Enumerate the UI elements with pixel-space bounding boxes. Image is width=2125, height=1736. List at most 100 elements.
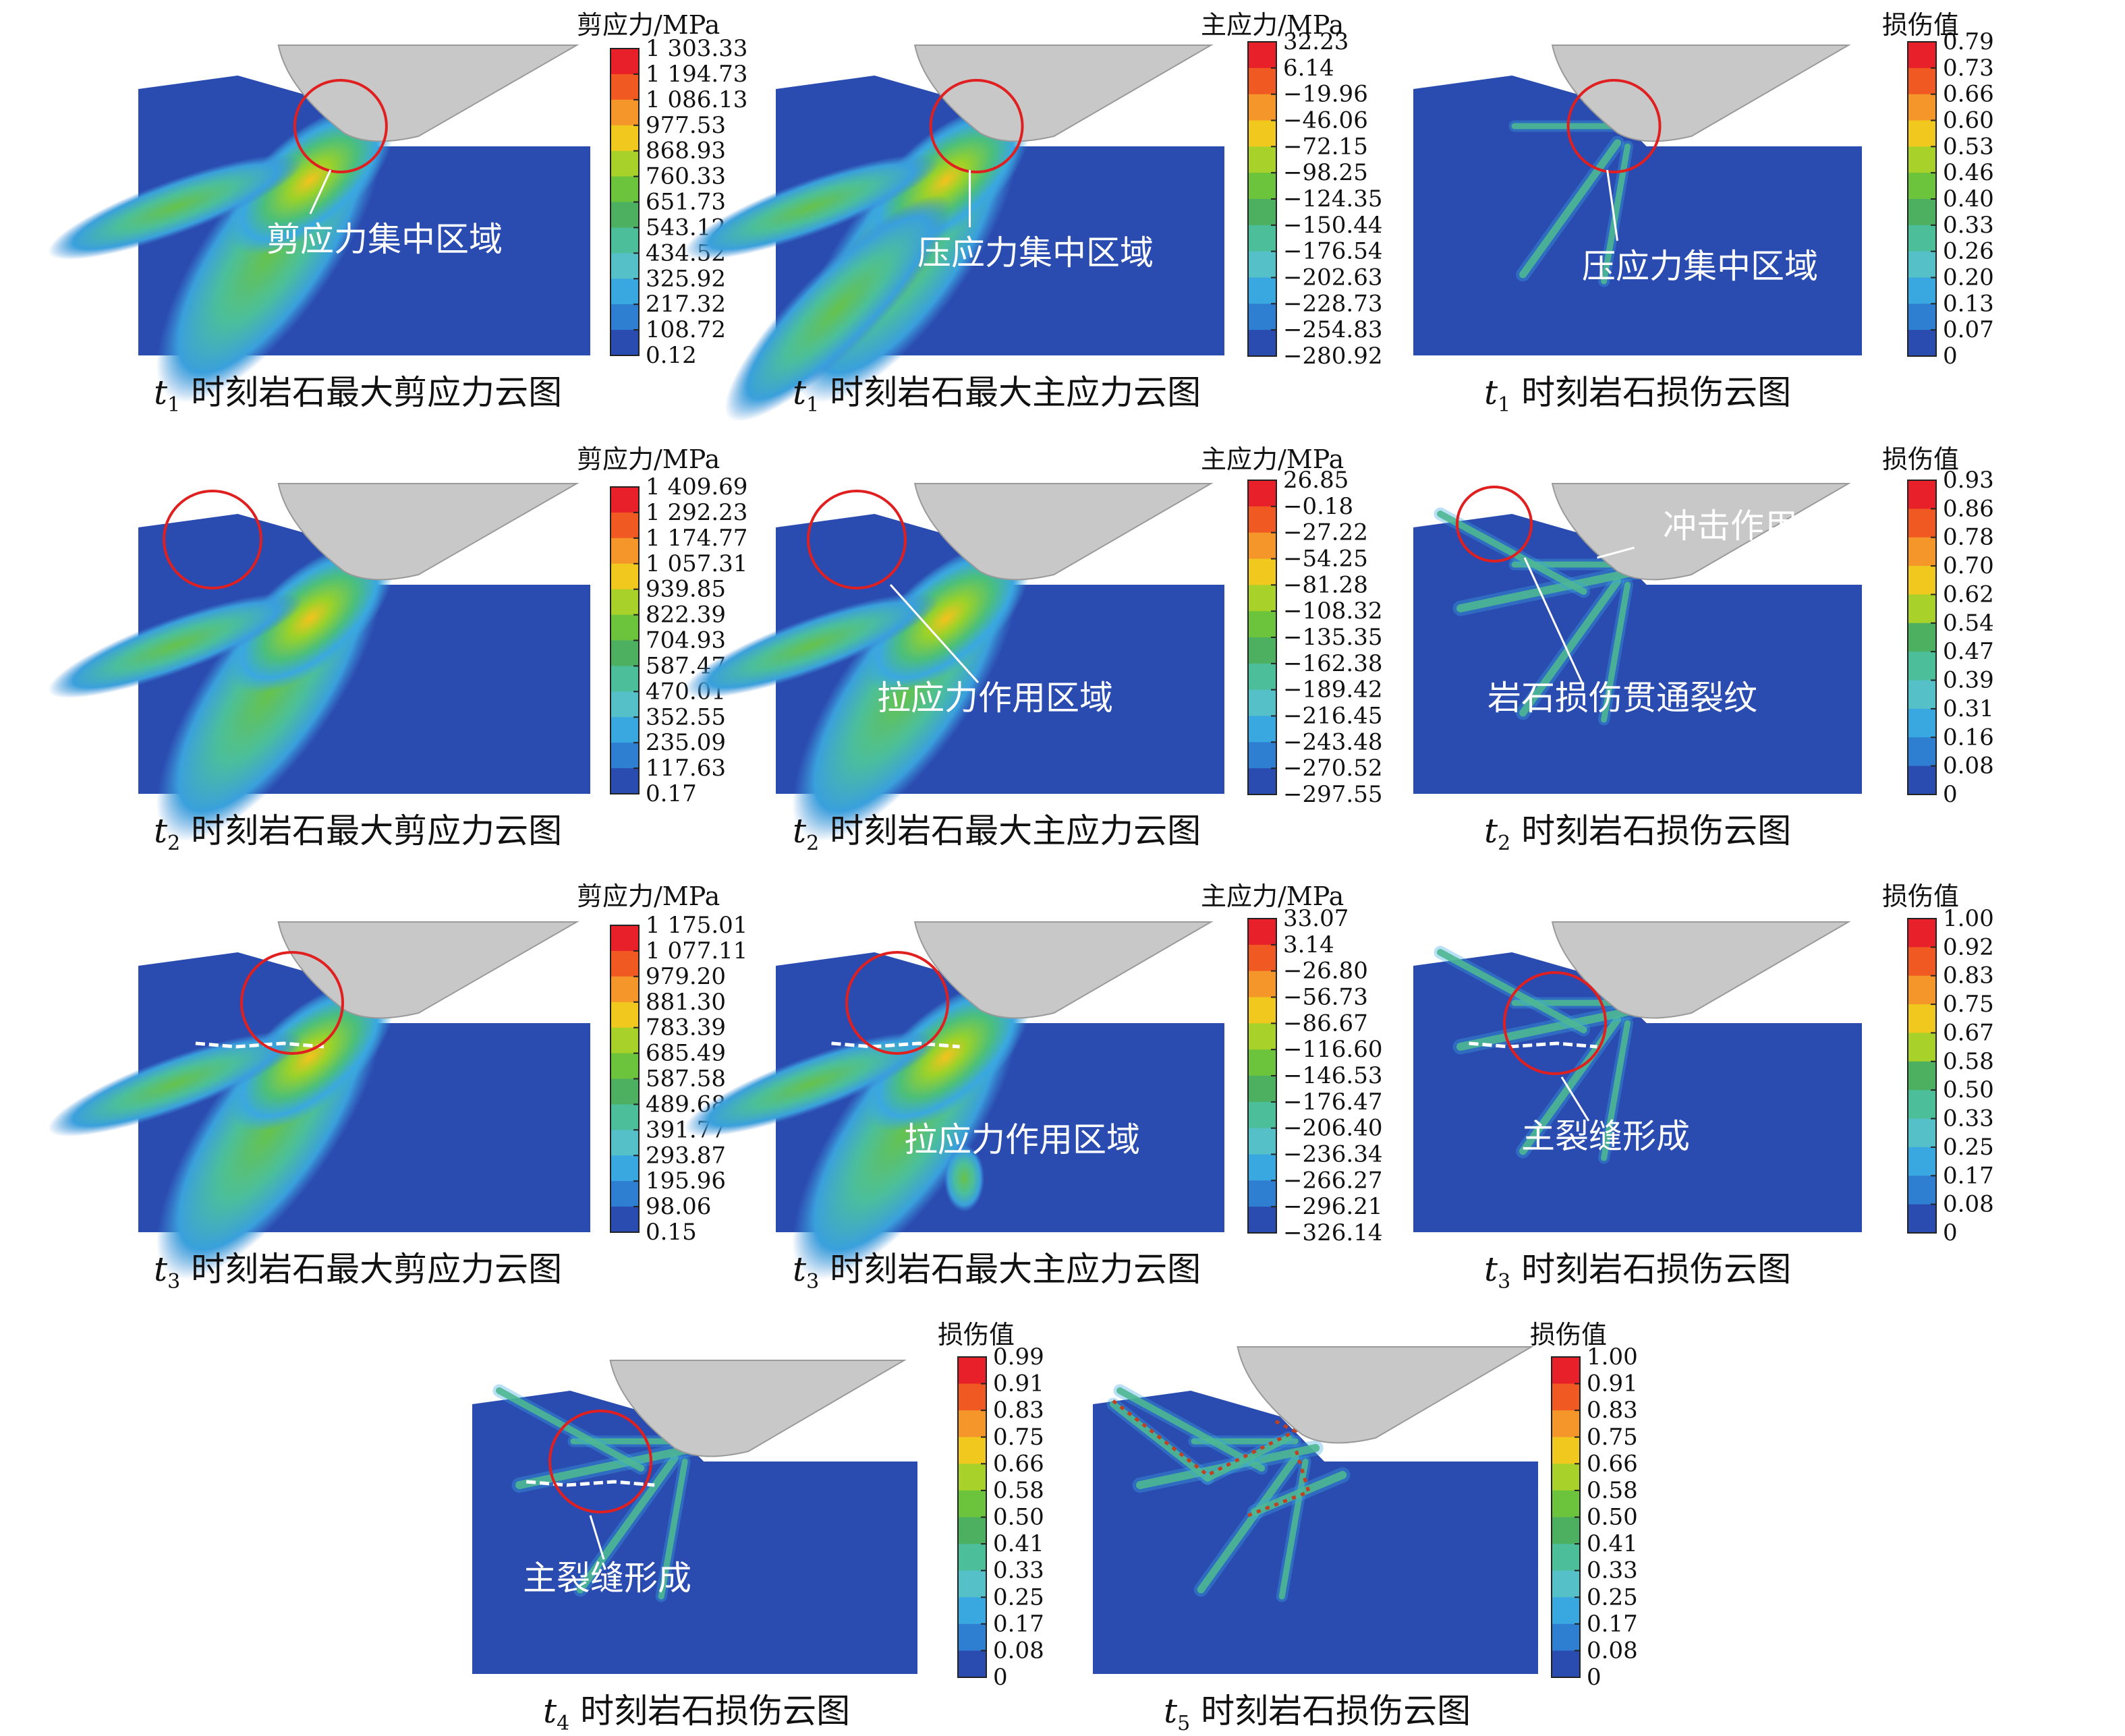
damage-halo [1113, 1384, 1268, 1475]
damage-halo [1598, 1017, 1634, 1164]
damage-band [1519, 577, 1622, 717]
colorbar-tick-label: 704.93 [646, 627, 726, 654]
colorbar-tick-label: −19.96 [1283, 81, 1368, 108]
colorbar-segment [1248, 1128, 1276, 1155]
colorbar-tick-label: 1 057.31 [646, 550, 747, 577]
caption-time-index: 3 [806, 1270, 820, 1294]
damage-band [1437, 511, 1587, 595]
colorbar-segment [1248, 146, 1276, 173]
damage-band [1116, 1387, 1266, 1472]
caption-time-variable: t [154, 373, 168, 412]
colorbar-frame [1907, 480, 1937, 795]
colorbar-segment [1908, 1004, 1936, 1033]
colorbar-tick-label: 33.07 [1283, 905, 1349, 932]
caption-time-index: 5 [1177, 1712, 1191, 1735]
stress-contour [863, 544, 1029, 693]
highlight-circle [163, 490, 262, 589]
caption-text: 时刻岩石最大剪应力云图 [180, 811, 563, 850]
legend-title: 主应力/MPa [1201, 881, 1344, 911]
colorbar-tick-label: 0.25 [1943, 1134, 1994, 1161]
panel-caption: t1 时刻岩石最大剪应力云图 [154, 366, 562, 417]
colorbar-segment [1248, 1154, 1276, 1181]
colorbar-segment [1248, 1049, 1276, 1076]
colorbar-segment [1248, 173, 1276, 200]
drill-tool [1551, 921, 1851, 1019]
legend-title: 损伤值 [1530, 1320, 1608, 1350]
colorbar-segment [611, 1078, 639, 1105]
colorbar-tick-label: 1 194.73 [646, 61, 747, 88]
colorbar-segment [611, 743, 639, 769]
colorbar-tick-label: 0.12 [646, 342, 697, 369]
annotation-label: 压应力集中区域 [1582, 247, 1818, 286]
colorbar-tick-label: 0.58 [1587, 1477, 1638, 1504]
damage-band [1197, 1454, 1299, 1594]
colorbar-segment [1908, 975, 1936, 1005]
damage-halo [1516, 136, 1625, 282]
drill-tool [913, 483, 1214, 581]
caption-text: 时刻岩石损伤云图 [1190, 1691, 1471, 1731]
colorbar-segment [611, 925, 639, 952]
colorbar-segment [611, 538, 639, 565]
contour-panel-1: 剪应力集中区域 1 303.331 194.731 086.13977.53868… [48, 35, 747, 403]
damage-halo [1434, 507, 1591, 598]
colorbar-segment [1908, 1061, 1936, 1091]
colorbar-tick-label: −98.25 [1283, 159, 1368, 186]
colorbar-tick-label: 0.07 [1943, 316, 1994, 343]
crack-path [195, 1041, 324, 1049]
contour-panel-9: 主裂缝形成 1.000.920.830.750.670.580.500.330.2… [1413, 905, 1994, 1246]
damage-band [1204, 1435, 1293, 1482]
colorbar-segment [1908, 277, 1936, 304]
colorbar-tick-label: −54.25 [1283, 546, 1368, 573]
colorbar-segment [1248, 585, 1276, 612]
panel-caption: t3 时刻岩石损伤云图 [1484, 1242, 1791, 1294]
panel-caption: t1 时刻岩石最大主应力云图 [793, 366, 1201, 417]
caption-time-variable: t [154, 1250, 168, 1289]
colorbar-segment [1908, 1090, 1936, 1120]
colorbar-segment [1552, 1490, 1580, 1517]
damage-halo [655, 1455, 691, 1602]
rock-body [1413, 514, 1862, 794]
stress-contour [48, 1031, 303, 1137]
colorbar-tick-label: 0.75 [993, 1424, 1044, 1451]
colorbar-tick-label: −326.14 [1283, 1219, 1382, 1246]
drill-tool [609, 1360, 907, 1457]
colorbar-tick-label: 0.66 [993, 1450, 1044, 1477]
colorbar-tick-label: 1.00 [1587, 1343, 1638, 1370]
colorbar-segment [1908, 919, 1936, 948]
colorbar-segment [1552, 1623, 1580, 1651]
panel-caption: t1 时刻岩石损伤云图 [1484, 366, 1791, 417]
annotation-label: 拉应力作用区域 [904, 1120, 1140, 1159]
colorbar-tick-label: 0.33 [1587, 1557, 1638, 1584]
colorbar-tick-label: 0.17 [646, 780, 697, 807]
drill-tool [277, 483, 579, 581]
stress-contour [684, 154, 938, 260]
colorbar-segment [1908, 67, 1936, 95]
annotation-label: 剪应力集中区域 [266, 220, 503, 259]
colorbar-segment [1908, 765, 1936, 795]
caption-time-variable: t [154, 811, 168, 850]
colorbar-tick-label: 352.55 [646, 703, 726, 730]
colorbar-segment [611, 1027, 639, 1054]
highlight-circle [1456, 486, 1533, 562]
colorbar-segment [1552, 1464, 1580, 1491]
colorbar-segment [1908, 594, 1936, 624]
colorbar-segment [1552, 1410, 1580, 1438]
drill-tool [277, 45, 579, 142]
colorbar-tick-label: 0.54 [1943, 610, 1994, 637]
annotation-leader [889, 583, 980, 684]
damage-band [1601, 143, 1631, 285]
colorbar-tick-label: 0.20 [1943, 264, 1994, 291]
colorbar-tick-label: 0.67 [1943, 1019, 1994, 1046]
colorbar-tick-label: 0.25 [1587, 1584, 1638, 1611]
colorbar-segment [1248, 558, 1276, 585]
colorbar-tick-label: −176.54 [1283, 238, 1382, 265]
colorbar-tick-label: 0.70 [1943, 552, 1994, 579]
drill-tool [913, 921, 1214, 1019]
highlight-circle [548, 1410, 652, 1513]
colorbar-tick-label: 0 [1943, 343, 1958, 370]
colorbar-tick-label: −236.34 [1283, 1141, 1382, 1168]
caption-time-index: 2 [167, 832, 181, 855]
annotation-leader [589, 1515, 605, 1560]
caption-time-index: 1 [1498, 393, 1511, 417]
colorbar-tick-label: 1 175.01 [646, 912, 747, 939]
